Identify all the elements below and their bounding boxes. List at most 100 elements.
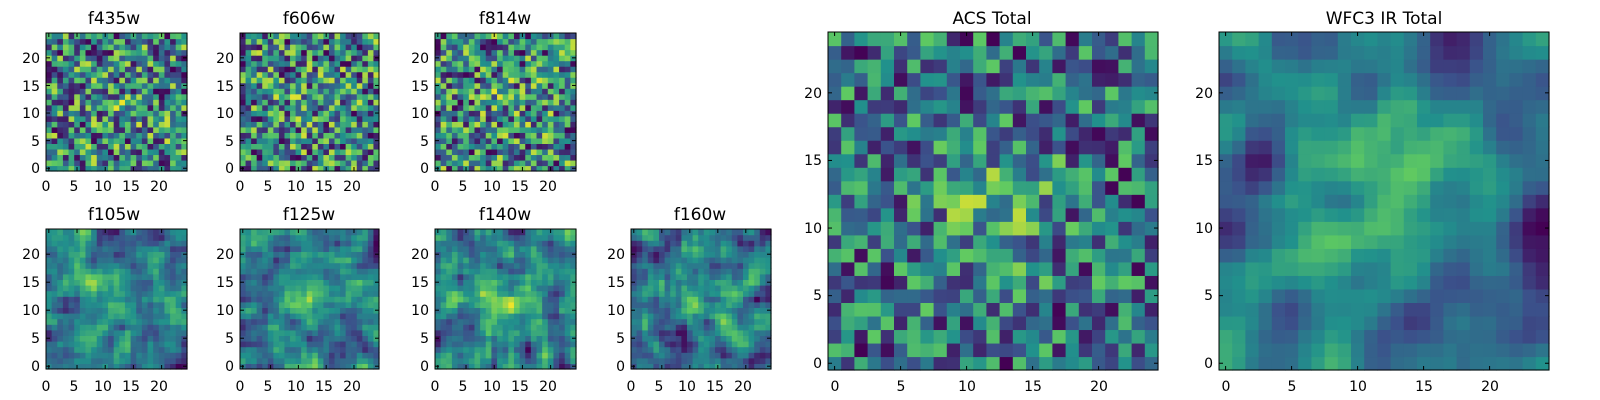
heatmap-cell (323, 38, 330, 45)
heatmap-cell (841, 342, 855, 358)
heatmap-cell (559, 341, 566, 348)
heatmap-cell (141, 273, 149, 280)
heatmap-cell (96, 82, 103, 89)
heatmap-cell (446, 346, 453, 353)
heatmap-cell (284, 268, 291, 275)
heatmap-cell (62, 143, 70, 150)
heatmap-cell (530, 234, 538, 241)
heatmap-cell (345, 38, 352, 45)
heatmap-cell (295, 335, 302, 342)
heatmap-cell (290, 110, 297, 117)
heatmap-cell (124, 132, 132, 139)
heatmap-cell (474, 357, 481, 364)
heatmap-cell (446, 126, 453, 133)
heatmap-cell (642, 240, 649, 247)
heatmap-cell (68, 352, 75, 359)
heatmap-cell (894, 329, 908, 344)
heatmap-cell (513, 335, 521, 342)
heatmap-cell (542, 148, 549, 156)
heatmap-cell (251, 55, 258, 62)
heatmap-cell (508, 301, 515, 308)
heatmap-cell (124, 296, 132, 303)
heatmap-cell (692, 262, 699, 269)
heatmap-cell (136, 313, 143, 320)
heatmap-cell (267, 296, 274, 303)
heatmap-cell (519, 290, 526, 297)
heatmap-cell (57, 335, 64, 342)
heatmap-cell (136, 296, 143, 303)
heatmap-cell (102, 290, 109, 297)
heatmap-cell (435, 245, 442, 252)
heatmap-cell (703, 290, 710, 297)
heatmap-cell (108, 71, 115, 78)
heatmap-cell (907, 167, 921, 182)
heatmap-cell (267, 71, 274, 78)
heatmap-cell (170, 148, 177, 156)
heatmap-cell (141, 115, 149, 122)
heatmap-cell (1012, 248, 1027, 263)
heatmap-cell (659, 290, 666, 297)
heatmap-cell (153, 290, 160, 297)
heatmap-cell (153, 329, 160, 336)
heatmap-cell (334, 88, 341, 95)
heatmap-cell (68, 341, 75, 348)
heatmap-cell (79, 363, 87, 370)
heatmap-cell (74, 99, 81, 106)
heatmap-cell (474, 49, 481, 56)
heatmap-cell (96, 307, 103, 314)
heatmap-cell (51, 346, 58, 353)
heatmap-cell (647, 335, 654, 342)
heatmap-cell (345, 88, 352, 95)
heatmap-cell (530, 82, 538, 89)
heatmap-cell (765, 352, 772, 359)
heatmap-cell (256, 137, 263, 144)
heatmap-cell (720, 262, 727, 269)
heatmap-cell (502, 229, 509, 236)
heatmap-cell (278, 229, 286, 236)
heatmap-cell (278, 132, 286, 139)
heatmap-cell (973, 329, 987, 344)
heatmap-cell (256, 115, 263, 122)
heatmap-cell (960, 194, 974, 209)
heatmap-cell (367, 352, 375, 359)
heatmap-cell (659, 318, 666, 325)
x-tick-label: 20 (150, 379, 168, 395)
heatmap-cell (468, 257, 476, 264)
heatmap-cell (367, 121, 375, 128)
heatmap-cell (536, 229, 543, 236)
heatmap-cell (446, 363, 453, 370)
heatmap-cell (356, 49, 363, 56)
heatmap-cell (474, 115, 481, 122)
heatmap-cell (1026, 261, 1040, 276)
heatmap-cell (743, 307, 750, 314)
heatmap-cell (709, 363, 716, 370)
heatmap-cell (62, 285, 70, 292)
heatmap-cell (262, 296, 269, 303)
heatmap-cell (290, 33, 297, 40)
heatmap-cell (491, 132, 498, 139)
heatmap-cell (485, 60, 492, 67)
heatmap-cell (692, 318, 699, 325)
heatmap-cell (108, 165, 115, 172)
heatmap-cell (530, 307, 538, 314)
heatmap-cell (68, 290, 75, 297)
heatmap-cell (170, 346, 177, 353)
heatmap-cell (113, 93, 120, 100)
heatmap-cell (295, 240, 302, 247)
heatmap-cell (240, 88, 247, 95)
heatmap-cell (108, 49, 115, 56)
heatmap-cell (553, 341, 560, 348)
heatmap-cell (933, 356, 948, 371)
heatmap-cell (181, 121, 188, 128)
heatmap-cell (497, 285, 504, 292)
heatmap-cell (502, 273, 509, 280)
heatmap-cell (119, 55, 126, 62)
heatmap-cell (986, 180, 1001, 195)
heatmap-cell (564, 71, 571, 78)
heatmap-cell (508, 71, 515, 78)
heatmap-cell (108, 335, 115, 342)
heatmap-cell (57, 296, 64, 303)
heatmap-cell (356, 77, 363, 84)
heatmap-cell (709, 234, 716, 241)
heatmap-cell (986, 342, 1001, 358)
